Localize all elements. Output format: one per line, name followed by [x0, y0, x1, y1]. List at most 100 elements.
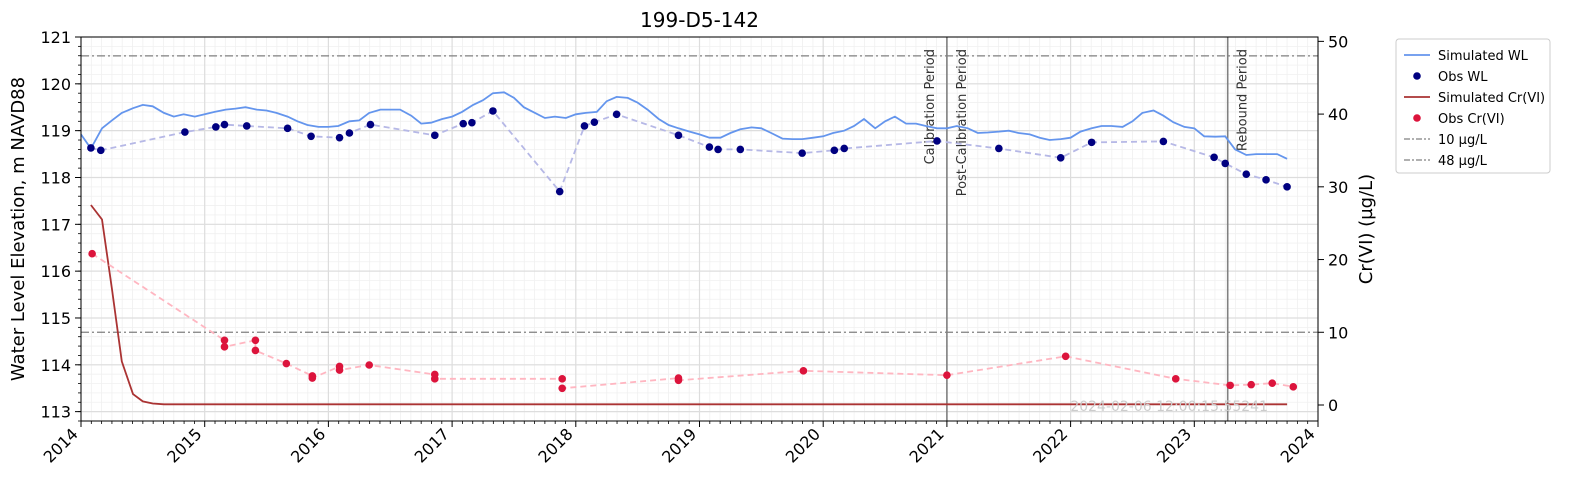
legend-label: Obs WL [1438, 70, 1488, 85]
y-left-tick-label: 116 [40, 262, 71, 281]
x-tick-label: 2020 [782, 424, 824, 466]
y-left-tick-label: 121 [40, 28, 71, 47]
x-tick-label: 2019 [658, 424, 700, 466]
grid [80, 36, 1319, 422]
data-point [251, 346, 260, 355]
data-point [366, 120, 375, 129]
data-point [933, 137, 941, 145]
y-left-tick-label: 115 [40, 309, 71, 328]
y-right-tick-label: 40 [1328, 105, 1348, 124]
data-point [1289, 383, 1298, 391]
data-point [335, 133, 344, 142]
y-left-tick-label: 119 [40, 122, 71, 141]
data-point [308, 374, 317, 382]
series [80, 91, 1298, 406]
y-axis-left-label: Water Level Elevation, m NAVD88 [8, 77, 29, 381]
y-axis-right-label: Cr(VI) (µg/L) [1356, 174, 1377, 284]
legend-swatch-1 [1413, 72, 1421, 80]
data-point [251, 336, 260, 345]
data-point [242, 122, 251, 130]
data-point [830, 146, 839, 155]
data-point [212, 123, 220, 131]
data-point [705, 143, 714, 151]
threshold-lines [81, 55, 1318, 333]
data-point [181, 128, 189, 136]
data-point [96, 146, 105, 155]
data-point [1061, 352, 1070, 361]
y-left-tick-label: 114 [40, 356, 71, 375]
data-point [1087, 138, 1096, 147]
data-point [1262, 176, 1270, 184]
y-right-tick-label: 50 [1328, 32, 1348, 51]
data-point [840, 144, 849, 153]
y-left-tick-label: 118 [40, 168, 71, 187]
data-point [943, 371, 951, 379]
data-point [995, 144, 1003, 153]
data-point [558, 375, 566, 383]
data-point [345, 129, 354, 137]
timestamp-watermark: 2024-02-06 12:00:15.55241 [1070, 399, 1268, 415]
series-line-0 [80, 91, 1288, 160]
data-point [736, 145, 745, 154]
data-point [459, 119, 468, 128]
data-point [590, 118, 599, 127]
data-point [283, 124, 292, 133]
y-right-tick-label: 10 [1328, 323, 1348, 342]
data-point [1242, 170, 1251, 179]
data-point [430, 375, 439, 383]
y-left-tick-label: 117 [40, 215, 71, 234]
legend-label: 10 µg/L [1438, 133, 1488, 148]
legend-swatch-3 [1413, 114, 1421, 122]
period-label: Calibration Period [923, 49, 938, 164]
data-point [1210, 153, 1218, 162]
data-point [798, 149, 806, 157]
data-point [1268, 379, 1277, 387]
data-point [307, 132, 315, 141]
data-point [558, 384, 566, 393]
legend-label: Obs Cr(VI) [1438, 112, 1505, 127]
data-point [430, 131, 439, 140]
x-tick-label: 2018 [534, 424, 576, 466]
x-tick-label: 2016 [287, 424, 329, 466]
x-tick-label: 2023 [1153, 424, 1195, 466]
data-point [88, 249, 96, 258]
y-right-tick-label: 30 [1328, 178, 1348, 197]
y-left-tick-label: 120 [40, 75, 71, 94]
x-tick-label: 2015 [163, 424, 205, 466]
data-point [674, 131, 683, 140]
data-point [674, 376, 683, 385]
legend-box [1395, 38, 1551, 174]
data-point [87, 144, 95, 152]
data-point [468, 118, 476, 127]
x-tick-label: 2017 [411, 424, 453, 466]
legend: Simulated WL Obs WL Simulated Cr(VI) Obs Cr… [1395, 38, 1551, 174]
data-point [1247, 380, 1256, 389]
data-point [1171, 375, 1180, 383]
legend-label: 48 µg/L [1438, 154, 1488, 169]
x-tick-label: 2014 [40, 424, 82, 466]
data-point [489, 107, 497, 115]
period-label: Rebound Period [1236, 49, 1251, 151]
data-point [612, 110, 621, 119]
legend-label: Simulated Cr(VI) [1438, 91, 1545, 106]
data-point [555, 187, 564, 196]
y-right-tick-label: 0 [1328, 396, 1338, 415]
data-point [1226, 381, 1234, 390]
chart-title: 199-D5-142 [640, 8, 759, 32]
data-point [1056, 154, 1065, 162]
period-lines: Calibration Period Post-Calibration Perio… [923, 37, 1251, 421]
data-point [1221, 159, 1230, 168]
data-point [282, 359, 291, 368]
legend-label: Simulated WL [1438, 49, 1529, 64]
y-left-tick-label: 113 [40, 403, 71, 422]
x-tick-label: 2022 [1029, 424, 1071, 466]
data-point [335, 366, 344, 374]
series-connector-3 [91, 252, 1294, 390]
period-label: Post-Calibration Period [955, 49, 970, 196]
data-point [365, 361, 374, 369]
x-tick-label: 2021 [906, 424, 948, 466]
data-point [580, 122, 589, 130]
data-point [1159, 137, 1168, 146]
series-connector-1 [90, 109, 1288, 194]
